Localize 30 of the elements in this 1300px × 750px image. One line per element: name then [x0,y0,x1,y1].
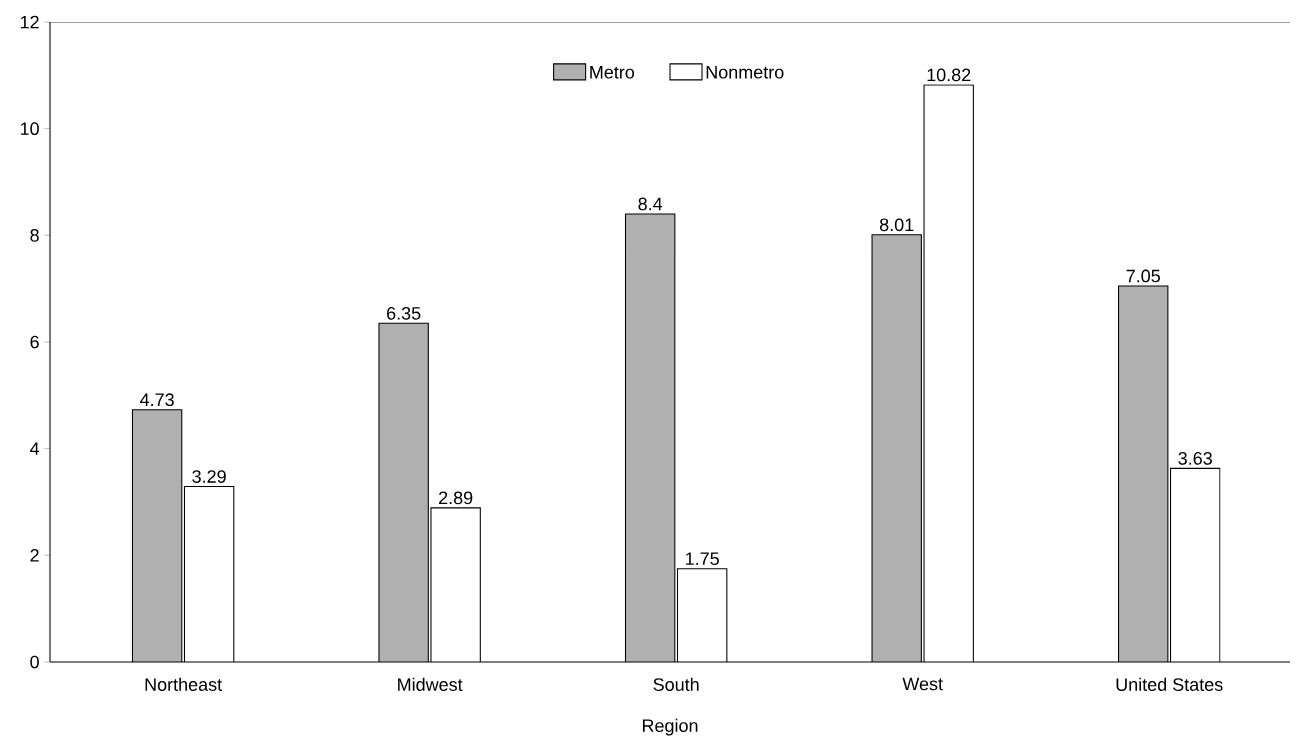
bar [132,409,182,662]
data-label: 10.82 [927,68,971,82]
bar [872,234,922,662]
data-label: 8.4 [638,197,663,211]
y-tick-label: 10 [20,122,39,136]
legend-label: Metro [590,66,635,79]
data-label: 8.01 [879,218,914,232]
x-tick-label: Midwest [398,677,463,691]
data-label: 7.05 [1126,269,1160,283]
bar [378,323,429,662]
y-tick-label: 2 [30,549,39,562]
y-tick-label: 6 [30,335,39,349]
x-tick-label: West [902,677,943,691]
bar [1118,285,1169,662]
data-label: 4.73 [140,393,174,407]
x-tick-label: Northeast [145,677,222,691]
y-tick-label: 4 [30,442,40,455]
y-tick-label: 12 [20,15,39,29]
data-label: 3.63 [1178,452,1212,465]
data-label: 1.75 [686,552,719,566]
data-label: 2.89 [439,491,473,505]
x-axis-title: Region [642,718,698,736]
x-tick-label: United States [1116,677,1223,691]
y-tick-label: 0 [30,655,39,669]
data-label: 6.35 [387,306,421,320]
legend-label: Nonmetro [706,66,784,79]
y-tick-label: 8 [30,228,39,242]
data-label: 3.29 [192,470,226,483]
bar [625,214,675,662]
x-tick-label: South [653,677,699,691]
